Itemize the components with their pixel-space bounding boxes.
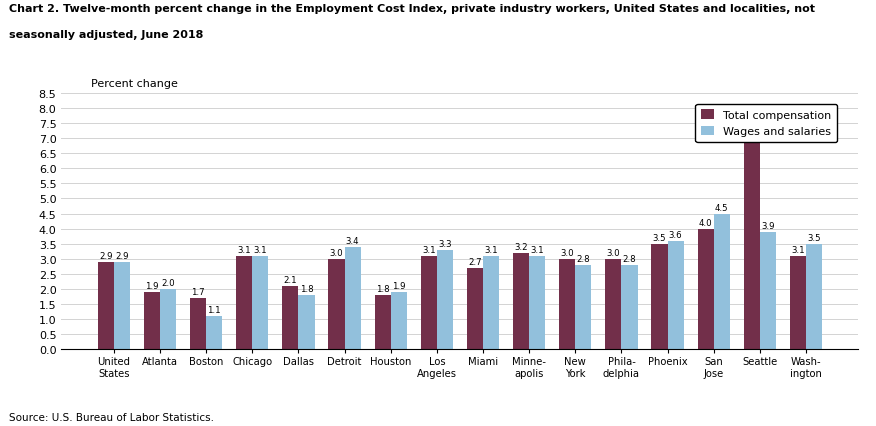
Text: 4.5: 4.5 — [715, 204, 729, 213]
Bar — [513, 253, 529, 349]
Text: 2.0: 2.0 — [161, 279, 174, 288]
Bar — [391, 292, 406, 349]
Text: 1.7: 1.7 — [191, 288, 205, 296]
Text: 3.0: 3.0 — [606, 249, 620, 258]
Text: Percent change: Percent change — [90, 79, 178, 89]
Bar — [467, 268, 483, 349]
Text: 4.0: 4.0 — [699, 219, 712, 227]
Bar — [744, 115, 760, 349]
Bar — [668, 241, 684, 349]
Text: 3.5: 3.5 — [653, 233, 667, 242]
Bar — [652, 244, 668, 349]
Text: 1.1: 1.1 — [208, 306, 221, 315]
Bar — [420, 256, 437, 349]
Bar — [252, 256, 268, 349]
Bar — [790, 256, 806, 349]
Bar — [344, 247, 361, 349]
Text: Chart 2. Twelve-month percent change in the Employment Cost Index, private indus: Chart 2. Twelve-month percent change in … — [9, 4, 815, 14]
Text: 3.3: 3.3 — [438, 239, 452, 249]
Bar — [697, 229, 714, 349]
Text: 2.9: 2.9 — [115, 252, 129, 261]
Text: 3.1: 3.1 — [237, 246, 251, 255]
Bar — [529, 256, 545, 349]
Bar — [483, 256, 499, 349]
Bar — [190, 298, 206, 349]
Bar — [97, 262, 114, 349]
Text: 1.8: 1.8 — [376, 285, 390, 294]
Text: 2.9: 2.9 — [99, 252, 112, 261]
Bar — [621, 265, 638, 349]
Text: 3.9: 3.9 — [761, 222, 774, 230]
Text: 3.6: 3.6 — [669, 230, 682, 239]
Text: 3.1: 3.1 — [530, 246, 544, 255]
Text: Source: U.S. Bureau of Labor Statistics.: Source: U.S. Bureau of Labor Statistics. — [9, 412, 214, 422]
Text: 3.5: 3.5 — [808, 233, 821, 242]
Text: 3.4: 3.4 — [346, 236, 359, 245]
Bar — [144, 292, 159, 349]
Text: 1.9: 1.9 — [145, 282, 159, 291]
Bar — [760, 232, 776, 349]
Bar — [559, 259, 576, 349]
Text: 7.8: 7.8 — [745, 104, 759, 113]
Text: 3.0: 3.0 — [329, 249, 343, 258]
Text: 2.8: 2.8 — [623, 255, 636, 264]
Bar — [576, 265, 591, 349]
Bar — [236, 256, 252, 349]
Text: 3.1: 3.1 — [422, 246, 435, 255]
Text: 1.9: 1.9 — [392, 282, 406, 291]
Bar — [159, 289, 176, 349]
Text: 3.2: 3.2 — [514, 243, 528, 252]
Text: 3.1: 3.1 — [791, 246, 805, 255]
Text: seasonally adjusted, June 2018: seasonally adjusted, June 2018 — [9, 30, 203, 40]
Text: 2.8: 2.8 — [576, 255, 590, 264]
Legend: Total compensation, Wages and salaries: Total compensation, Wages and salaries — [696, 104, 837, 143]
Bar — [114, 262, 130, 349]
Bar — [714, 214, 730, 349]
Text: 3.1: 3.1 — [484, 246, 498, 255]
Bar — [806, 244, 823, 349]
Text: 2.1: 2.1 — [284, 276, 297, 285]
Text: 3.1: 3.1 — [253, 246, 267, 255]
Bar — [206, 316, 223, 349]
Bar — [605, 259, 621, 349]
Bar — [328, 259, 344, 349]
Text: 2.7: 2.7 — [468, 258, 482, 267]
Bar — [282, 286, 299, 349]
Bar — [375, 295, 391, 349]
Bar — [437, 250, 453, 349]
Text: 3.0: 3.0 — [561, 249, 574, 258]
Text: 1.8: 1.8 — [300, 285, 314, 294]
Bar — [299, 295, 314, 349]
